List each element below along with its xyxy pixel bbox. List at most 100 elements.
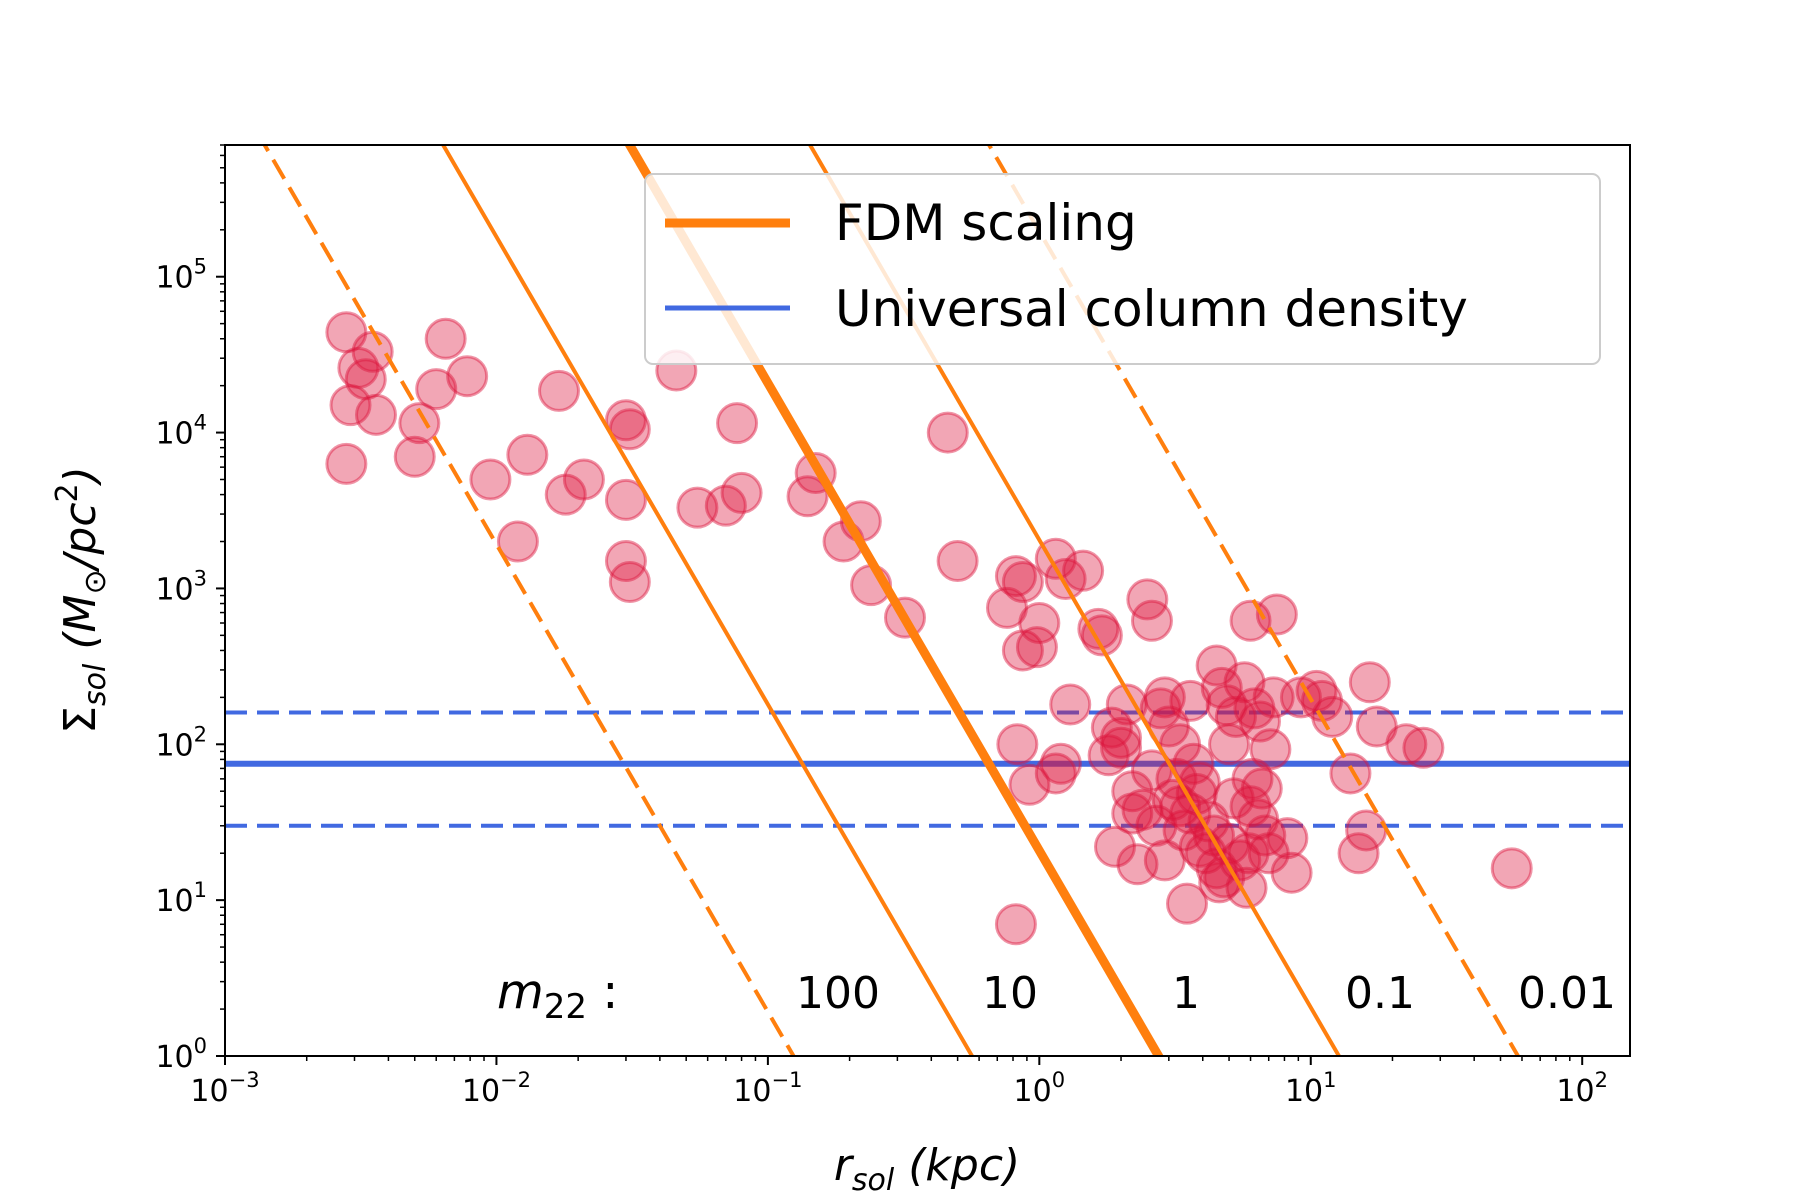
m22-label-100: 100 [796,968,880,1019]
data-point [1126,578,1169,621]
data-point [1162,809,1205,852]
data-point [1100,726,1143,769]
data-point [1100,716,1143,759]
data-point [704,484,747,527]
data-point [1270,851,1313,894]
x-axis-title: rsol (kpc) [834,1140,1020,1198]
data-point [1402,726,1445,769]
y-axis-title: Σsol (M⊙/pc2) [50,466,113,734]
data-point [604,399,647,442]
x-tick-label-base: 10 [733,1074,771,1109]
m22-prefix: m22 : [497,964,618,1027]
y-axis-title-sun: ⊙ [78,569,113,594]
data-point [1169,792,1212,835]
y-axis-title-sub: sol [78,663,113,706]
data-point [1311,695,1354,738]
data-point [1093,825,1136,868]
data-point [1233,687,1276,730]
y-tick-label: 100 [155,1034,207,1075]
x-tick-label-exp: 2 [1595,1068,1608,1092]
legend-box [644,173,1601,365]
data-point [506,433,549,476]
x-tick-label-exp: 1 [1323,1068,1336,1092]
data-point [1229,785,1272,828]
data-point [1247,832,1290,875]
y-tick-label-base: 10 [155,572,193,607]
data-point [1080,614,1123,657]
data-point [1348,661,1391,704]
plot-frame [224,144,1631,1057]
fdm-line-m22-0.1 [986,145,1521,1056]
x-tick-label-base: 10 [1556,1074,1594,1109]
y-tick-label: 103 [155,566,207,607]
data-point [1087,734,1130,777]
fdm-line-m22-1000 [262,145,796,1056]
data-point [1135,804,1178,847]
data-point [424,317,467,360]
data-point [1143,839,1186,882]
m22-prefix-sub: 22 [544,987,587,1027]
x-tick-label: 10−2 [462,1068,531,1109]
data-point [1008,763,1051,806]
y-tick-label-exp: 2 [194,722,207,746]
x-axis-title-sub: sol [852,1163,895,1198]
data-point [994,903,1037,946]
data-point [1240,767,1283,810]
data-point [329,384,372,427]
data-point [786,475,829,518]
data-point [1090,706,1133,749]
y-tick-label-base: 10 [155,884,193,919]
m22-label-0.1: 0.1 [1345,968,1415,1019]
data-point [1143,676,1186,719]
data-point [351,330,394,373]
x-tick-label: 100 [1014,1068,1066,1109]
data-point [1385,723,1428,766]
y-tick-label: 101 [155,878,207,919]
data-point [1034,752,1077,795]
m22-label-1: 1 [1172,968,1200,1019]
data-point [676,486,719,529]
data-point [1001,560,1044,603]
data-point [1001,629,1044,672]
data-point [1223,661,1266,704]
x-tick-label: 10−3 [190,1068,259,1109]
y-tick-label-exp: 3 [194,566,207,590]
data-point [985,586,1028,629]
data-point [1249,728,1292,771]
y-tick-label-base: 10 [155,417,193,452]
data-point [1237,798,1280,841]
data-point [1130,599,1173,642]
data-point [1159,723,1202,766]
data-point [1111,792,1154,835]
data-point [1214,695,1257,738]
data-point [544,473,587,516]
x-tick-label: 10−1 [733,1068,802,1109]
x-tick-label: 102 [1556,1068,1608,1109]
y-tick-label-exp: 4 [194,411,207,435]
data-point [1345,809,1388,852]
data-point [325,311,368,354]
m22-prefix-colon: : [587,964,618,1020]
x-axis-ticks: 10−3 10−2 10−1 100 101 102 [190,1056,1608,1109]
data-point [1231,757,1274,800]
data-point [716,402,759,445]
y-tick-label-exp: 5 [194,255,207,279]
data-point [1195,644,1238,687]
data-point [1279,676,1322,719]
y-axis-title-unit-close: ) [55,466,106,486]
data-point [1139,687,1182,730]
x-tick-label-base: 10 [190,1074,228,1109]
data-point [496,520,539,563]
m22-labels: m22 : 100 10 1 0.1 0.01 [497,964,1616,1027]
data-point [1252,676,1295,719]
data-point [1238,700,1281,743]
legend-column-density-label: Universal column density [835,280,1468,338]
data-point [994,555,1037,598]
x-tick-label-exp: −1 [771,1068,802,1092]
y-tick-label: 102 [155,722,207,763]
data-point [1329,752,1372,795]
legend-fdm-label: FDM scaling [835,194,1137,252]
y-tick-label-base: 10 [155,1040,193,1075]
data-point [604,539,647,582]
